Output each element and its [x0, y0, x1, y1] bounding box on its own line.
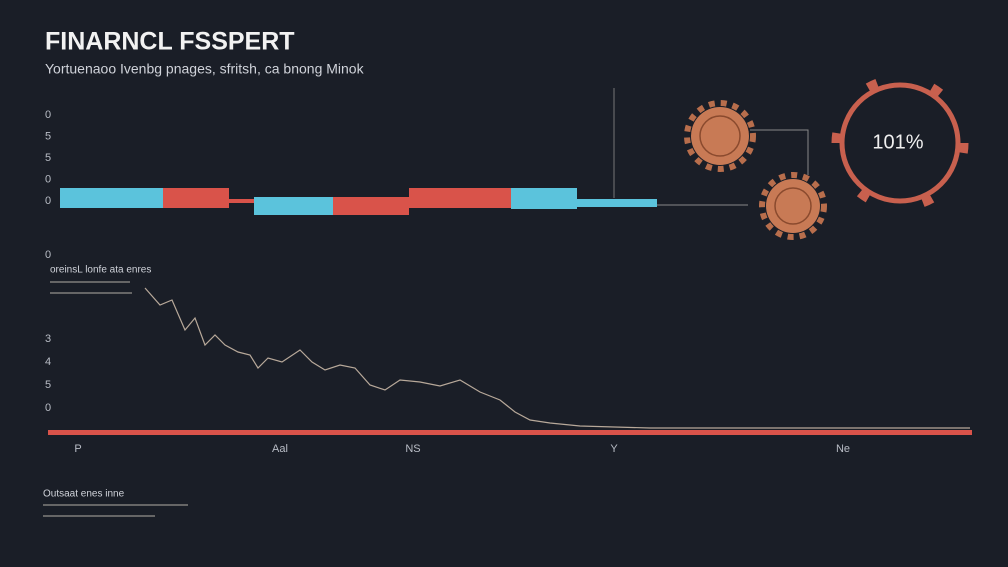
text-line [50, 281, 130, 283]
axis-label: 5 [45, 130, 51, 142]
coin-ring [774, 187, 812, 225]
bar [60, 188, 163, 208]
bar [229, 199, 254, 203]
gauge-ticks [831, 74, 969, 212]
x-label: Y [610, 443, 618, 455]
panel-heading: oreinsL lonfe ata enres [50, 265, 151, 276]
x-label: Ne [836, 443, 850, 455]
axis-label: 0 [45, 402, 51, 414]
x-label: Aal [272, 443, 288, 455]
bars [60, 188, 748, 215]
text-line [43, 504, 188, 506]
coin-ring [699, 115, 741, 157]
gauge: 101% [831, 74, 969, 212]
label: 0 [45, 249, 51, 261]
bar [333, 197, 409, 215]
axis-label: 3 [45, 333, 51, 345]
axis-label: 4 [45, 356, 51, 368]
axis-label: 5 [45, 379, 51, 391]
subtitle: Yortuenaoo Ivenbg pnages, sfritsh, ca bn… [45, 61, 365, 77]
x-label: P [74, 443, 81, 455]
bar [577, 199, 657, 207]
top-axis-labels: 0 5 5 0 0 [45, 109, 51, 207]
trend-line [144, 287, 970, 429]
x-label: NS [405, 443, 420, 455]
coin-teeth [759, 172, 827, 240]
coin [766, 179, 820, 233]
axis-label: 0 [45, 173, 51, 185]
axis-label: 0 [45, 109, 51, 121]
coins [684, 100, 827, 240]
title: FINARNCL FSSPERT [45, 28, 295, 56]
footer-heading: Outsaat enes inne [43, 489, 125, 500]
bar [163, 188, 229, 208]
gauge-ring [839, 82, 961, 204]
coin-teeth [684, 100, 756, 172]
text-line [50, 292, 132, 294]
x-labels: P Aal NS Y Ne [74, 443, 850, 455]
gauge-label: 101% [872, 131, 923, 153]
axis-label: 5 [45, 152, 51, 164]
bar [511, 188, 577, 209]
text-line [43, 515, 155, 517]
bar [254, 197, 333, 215]
lower-axis-labels: 3 4 5 0 [45, 333, 51, 414]
bar [409, 188, 511, 208]
axis-label: 0 [45, 195, 51, 207]
connector [750, 129, 809, 175]
x-axis [48, 430, 972, 435]
